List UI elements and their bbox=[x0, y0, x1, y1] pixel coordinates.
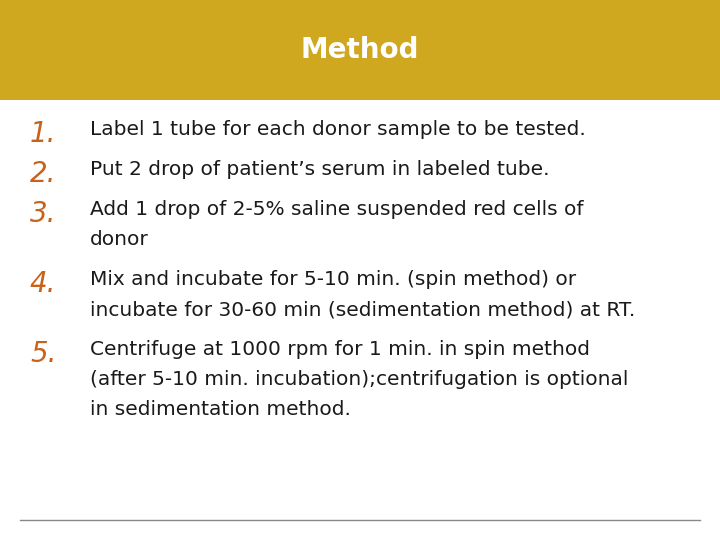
Text: 2.: 2. bbox=[30, 160, 56, 188]
Text: 5.: 5. bbox=[30, 340, 56, 368]
Text: (after 5-10 min. incubation);centrifugation is optional: (after 5-10 min. incubation);centrifugat… bbox=[90, 370, 629, 389]
Text: Label 1 tube for each donor sample to be tested.: Label 1 tube for each donor sample to be… bbox=[90, 120, 586, 139]
Text: Add 1 drop of 2-5% saline suspended red cells of: Add 1 drop of 2-5% saline suspended red … bbox=[90, 200, 583, 219]
Text: 4.: 4. bbox=[30, 270, 56, 298]
Text: Centrifuge at 1000 rpm for 1 min. in spin method: Centrifuge at 1000 rpm for 1 min. in spi… bbox=[90, 340, 590, 359]
Text: donor: donor bbox=[90, 230, 149, 249]
Text: incubate for 30-60 min (sedimentation method) at RT.: incubate for 30-60 min (sedimentation me… bbox=[90, 300, 635, 319]
Text: Method: Method bbox=[301, 36, 419, 64]
FancyBboxPatch shape bbox=[0, 0, 720, 100]
Text: Mix and incubate for 5-10 min. (spin method) or: Mix and incubate for 5-10 min. (spin met… bbox=[90, 270, 576, 289]
Text: in sedimentation method.: in sedimentation method. bbox=[90, 400, 351, 419]
Text: 3.: 3. bbox=[30, 200, 56, 228]
Text: Put 2 drop of patient’s serum in labeled tube.: Put 2 drop of patient’s serum in labeled… bbox=[90, 160, 549, 179]
Text: 1.: 1. bbox=[30, 120, 56, 148]
